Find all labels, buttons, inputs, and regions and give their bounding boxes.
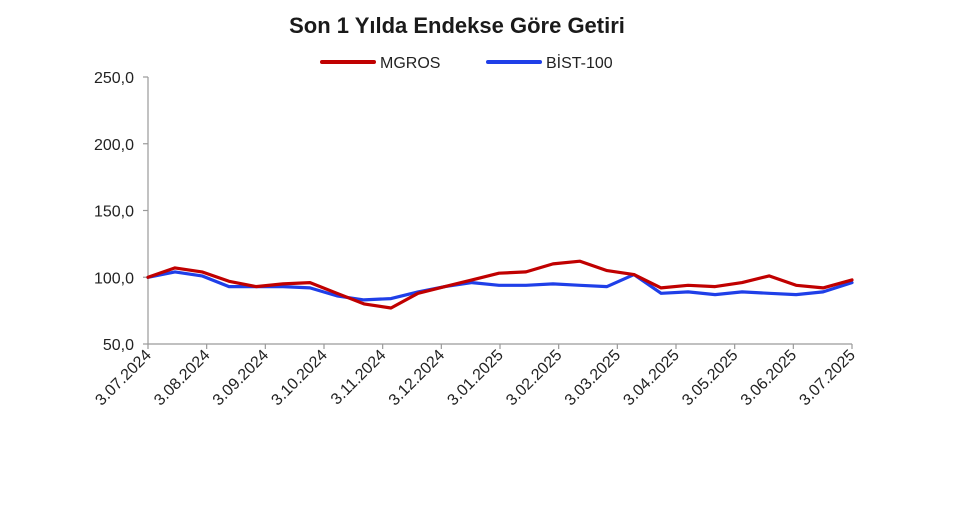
legend: MGROS BİST-100 [320, 53, 613, 72]
x-tick-group: 3.07.20243.08.20243.09.20243.10.20243.11… [92, 344, 859, 409]
y-tick-label: 200,0 [94, 137, 134, 154]
x-tick-label: 3.07.2024 [92, 347, 154, 409]
x-tick-label: 3.11.2024 [328, 347, 390, 409]
x-tick-label: 3.06.2025 [738, 347, 800, 409]
x-tick-label: 3.07.2025 [796, 347, 858, 409]
x-tick-label: 3.04.2025 [620, 347, 682, 409]
x-tick-label: 3.09.2024 [210, 347, 272, 409]
x-tick-label: 3.01.2025 [444, 347, 506, 409]
y-tick-label: 50,0 [103, 337, 134, 354]
x-tick-label: 3.12.2024 [386, 347, 448, 409]
series-line-mgros [146, 259, 854, 310]
legend-label-mgros: MGROS [380, 55, 440, 72]
y-tick-label: 250,0 [94, 70, 134, 87]
y-tick-group: 50,0 100,0 150,0 200,0 250,0 [94, 70, 148, 354]
x-tick-label: 3.02.2025 [503, 347, 565, 409]
x-tick-label: 3.03.2025 [562, 347, 624, 409]
y-tick-label: 100,0 [94, 270, 134, 287]
x-tick-label: 3.08.2024 [151, 347, 213, 409]
legend-label-bist100: BİST-100 [546, 53, 613, 72]
chart-title: Son 1 Yılda Endekse Göre Getiri [289, 13, 625, 38]
x-tick-label: 3.10.2024 [268, 347, 330, 409]
series-group [146, 259, 854, 310]
y-tick-label: 150,0 [94, 204, 134, 221]
x-tick-label: 3.05.2025 [679, 347, 741, 409]
